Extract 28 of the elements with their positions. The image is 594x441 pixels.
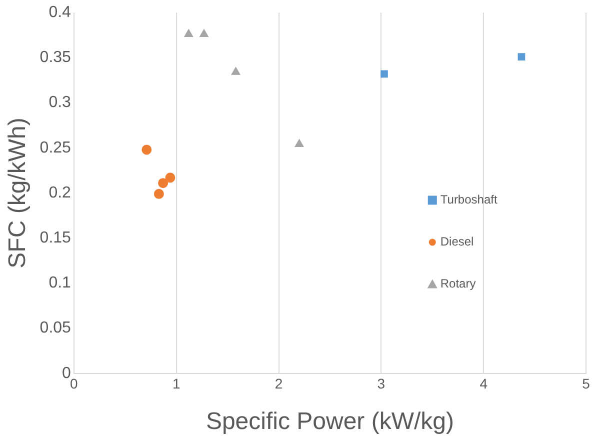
y-tick-label: 0.3	[48, 94, 72, 112]
x-tick-label: 5	[582, 376, 590, 392]
legend-label: Turboshaft	[440, 192, 498, 207]
point	[154, 188, 164, 199]
y-tick-label: 0.15	[40, 230, 72, 247]
point	[200, 29, 208, 37]
y-tick-label: 0.2	[48, 184, 72, 202]
y-tick-label: 0.1	[48, 274, 72, 292]
point	[142, 144, 152, 155]
y-tick-label: 0.4	[48, 4, 72, 22]
x-axis-title: Specific Power (kW/kg)	[206, 408, 454, 436]
x-tick-label: 1	[172, 376, 180, 392]
point	[231, 67, 240, 75]
point	[294, 139, 304, 148]
y-axis-title: SFC (kg/kWh)	[4, 118, 32, 268]
x-tick-label: 3	[377, 376, 386, 392]
point	[165, 172, 176, 183]
x-tick-label: 4	[480, 376, 488, 392]
point	[184, 29, 194, 37]
y-tick-label: 0.25	[40, 139, 72, 156]
legend-label: Diesel	[440, 234, 474, 249]
point	[158, 178, 168, 188]
legend-label: Rotary	[440, 276, 476, 291]
x-tick-label: 2	[274, 376, 283, 392]
y-tick-label: 0.35	[40, 49, 72, 66]
point	[518, 53, 526, 60]
y-tick-label: 0.05	[40, 320, 72, 337]
point	[380, 70, 388, 78]
